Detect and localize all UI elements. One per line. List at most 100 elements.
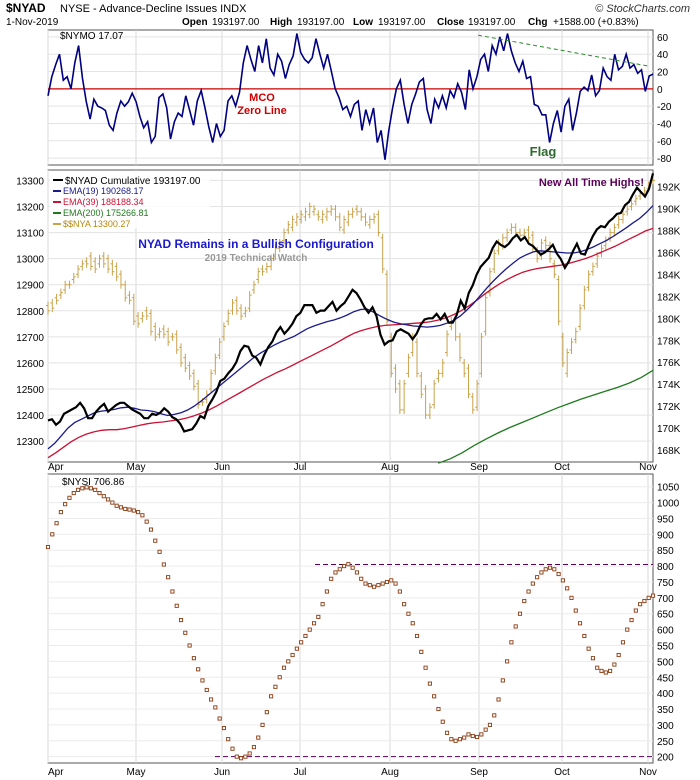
nysi-point (569, 595, 574, 600)
nysi-point (208, 697, 214, 702)
nysi-point (612, 662, 617, 667)
nysi-point (410, 621, 415, 626)
nysi-point (543, 567, 548, 572)
nysi-point (616, 652, 621, 658)
month-label: Aug (381, 767, 399, 778)
nysi-point (97, 491, 102, 496)
ema39-line (47, 227, 654, 459)
nysi-point (84, 485, 89, 490)
nysi-panel: 1050 1000 950 900 850 800 750 700 650 600 550 500 45… (45, 473, 680, 764)
month-label: Jun (214, 767, 230, 778)
nysi-point (423, 665, 428, 670)
nysi-point (161, 562, 166, 567)
close-value: 193197.00 (468, 17, 516, 28)
nysi-tick-label: 1050 (657, 483, 680, 494)
nysi-point (299, 640, 304, 645)
nysi-point (316, 614, 321, 619)
nysi-tick-label: 850 (657, 546, 674, 557)
ema19-line (47, 205, 654, 450)
nysi-point (492, 713, 497, 718)
nysi-point (406, 611, 411, 616)
nysi-point (526, 589, 531, 594)
nysi-point (380, 581, 385, 586)
nysi-point (629, 618, 634, 623)
nyad-left-tick-label: 12300 (16, 437, 44, 448)
legend-entry: $$NYA 13300.27 (63, 219, 130, 229)
nysi-point (509, 640, 514, 645)
nysi-point (337, 567, 342, 572)
nysi-point (633, 608, 638, 613)
nysi-point (187, 643, 192, 648)
nysi-point (118, 505, 123, 510)
nysi-point (148, 527, 154, 532)
panel-frame-2 (47, 473, 654, 764)
nysi-point (333, 570, 338, 575)
nysi-point (363, 581, 368, 586)
nysi-point (535, 575, 540, 580)
mco-label: MCO (249, 92, 275, 104)
nysi-tick-label: 300 (657, 721, 674, 732)
nysi-point (342, 564, 347, 569)
nysi-point (487, 722, 493, 727)
nysi-point (539, 570, 544, 575)
nysi-point (153, 538, 158, 543)
nyad-panel: 13300 13200 13100 13000 12900 12800 12700 12600… (16, 169, 681, 464)
symbol-label: $NYAD (6, 1, 46, 15)
nysi-point (372, 584, 377, 589)
nymo-line (47, 33, 654, 160)
nyad-right-tick-label: 168K (657, 446, 681, 457)
nysi-point (178, 618, 184, 623)
nymo-tick-label: 20 (657, 68, 669, 79)
nysi-point (123, 506, 128, 511)
nyad-left-tick-label: 12700 (16, 333, 44, 344)
open-label: Open (182, 17, 208, 28)
nyad-line (47, 173, 655, 433)
nysi-point (204, 687, 209, 693)
nysi-point (294, 646, 299, 651)
nysi-point (470, 733, 475, 739)
nysi-point (419, 649, 424, 654)
nysi-point (58, 510, 63, 515)
description-label: NYSE - Advance-Decline Issues INDX (60, 3, 247, 15)
nyad-right-tick-label: 182K (657, 292, 681, 303)
ema200-line (437, 369, 654, 464)
nysi-point (573, 608, 578, 613)
nyad-right-tick-label: 188K (657, 226, 681, 237)
nysi-point (638, 602, 643, 607)
nysi-point (479, 732, 484, 737)
nysi-point (157, 549, 162, 554)
nysi-tick-label: 650 (657, 610, 674, 621)
close-label: Close (437, 17, 465, 28)
nysi-point (140, 513, 145, 518)
nysi-point (513, 624, 518, 629)
nyad-annotation-highs: New All Time Highs! (539, 177, 644, 189)
nysi-point (483, 727, 488, 732)
nysi-tick-label: 200 (657, 753, 674, 764)
nymo-tick-label: 60 (657, 33, 669, 44)
nysi-point (243, 754, 248, 759)
nysi-tick-label: 750 (657, 578, 674, 589)
nysi-point (466, 732, 471, 737)
nysi-point (131, 508, 136, 513)
low-label: Low (353, 17, 373, 28)
nysi-point (642, 598, 647, 604)
nysi-point (552, 567, 557, 572)
nysi-point (354, 570, 359, 575)
nysi-point (67, 495, 72, 500)
nysi-point (114, 503, 119, 508)
nysi-point (414, 633, 420, 639)
nyad-legend-bg (50, 172, 210, 228)
nysi-point (427, 681, 432, 686)
nysi-point (350, 565, 355, 570)
nyad-right-tick-label: 174K (657, 380, 681, 391)
nysi-point (389, 578, 394, 583)
nysi-point (590, 656, 595, 661)
nysi-tick-label: 500 (657, 657, 674, 668)
nymo-tick-label: -80 (657, 154, 672, 165)
nysi-point (650, 593, 656, 598)
nysi-point (63, 502, 68, 507)
low-value: 193197.00 (378, 17, 426, 28)
nysi-point (376, 583, 381, 588)
nysi-point (264, 710, 269, 715)
